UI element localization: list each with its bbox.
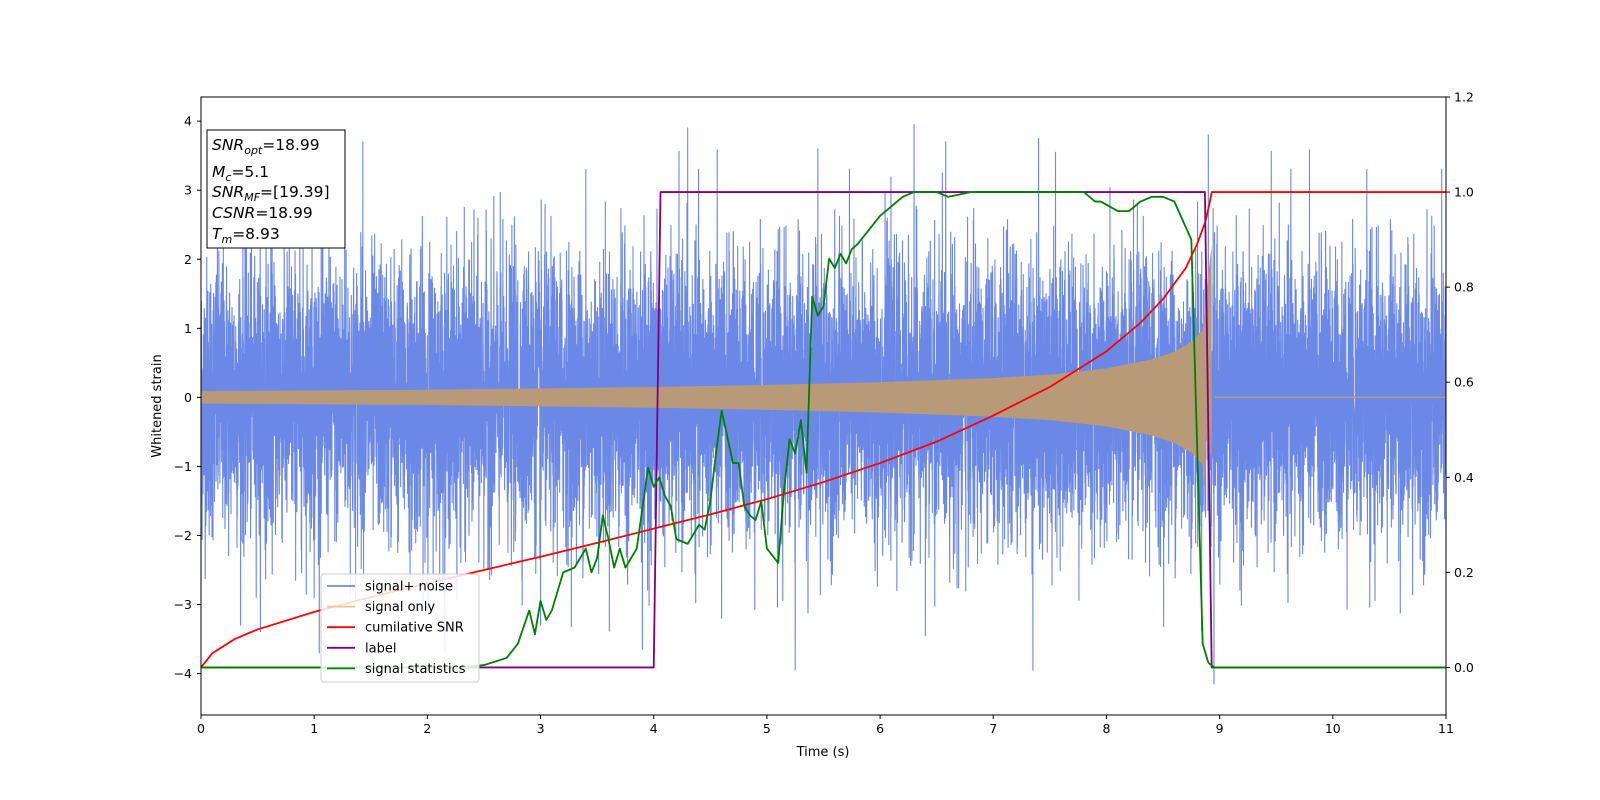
signal-noise-series [201,124,1446,685]
x-tick-label: 9 [1216,721,1224,736]
x-tick-label: 6 [876,721,884,736]
y-tick-label: −2 [174,528,192,543]
x-tick-label: 1 [310,721,318,736]
y2-tick-label: 0.4 [1454,470,1474,485]
x-tick-label: 3 [537,721,545,736]
y2-tick-label: 0.2 [1454,565,1474,580]
x-tick-label: 8 [1102,721,1110,736]
legend-label: signal+ noise [365,580,453,595]
signal-statistics-line [201,191,1446,669]
x-tick-label: 2 [423,721,431,736]
y-tick-label: 0 [184,390,192,405]
annotation-line: CSNR=18.99 [212,204,313,222]
x-tick-label: 11 [1438,721,1454,736]
y2-tick-label: 1.2 [1454,90,1474,105]
x-tick-label: 10 [1325,721,1341,736]
y-tick-label: −3 [174,597,192,612]
annotation-line: Tm=8.93 [212,225,280,246]
y-tick-label: 2 [184,252,192,267]
annotation-frame [206,129,346,249]
y2-tick-label: 0.6 [1454,375,1474,390]
x-tick-label: 5 [763,721,771,736]
x-axis-label: Time (s) [796,745,850,760]
annotation-line: SNRMF=[19.39] [212,183,330,204]
legend-frame [320,573,480,683]
legend-label: signal only [365,600,435,615]
legend-label: signal statistics [365,662,466,677]
y-tick-label: 3 [184,183,192,198]
y2-tick-label: 0.8 [1454,280,1474,295]
y-tick-label: 4 [184,114,192,129]
y2-tick-label: 1.0 [1454,185,1474,200]
x-tick-label: 7 [989,721,997,736]
signal-only-series [201,245,1446,488]
y2-tick-label: 0.0 [1454,660,1474,675]
axes: 0 1 2 3 4 5 6 7 8 9 10 11 −4 −3 −2 −1 0 1 2 3 4 0.0 0.2 0.4 0.6 0… [174,90,1474,737]
plot-frame [200,96,1447,716]
y-tick-label: −4 [174,666,192,681]
y-tick-label: 1 [184,321,192,336]
annotation-line: Mc=5.1 [212,163,269,184]
x-tick-label: 4 [650,721,658,736]
x-tick-label: 0 [197,721,205,736]
legend-label: cumilative SNR [365,621,464,636]
annotation-line: SNRopt=18.99 [212,136,320,157]
legend: signal+ noise signal only cumilative SNR la… [320,573,480,683]
y-tick-label: −1 [174,459,192,474]
legend-label: label [365,641,396,656]
signal-noise-line [201,124,1446,685]
snr-annotation-box: SNRopt=18.99 Mc=5.1SNRMF=[19.39]CSNR=18.9… [206,129,346,249]
y-axis-label: Whitened strain [150,354,165,457]
